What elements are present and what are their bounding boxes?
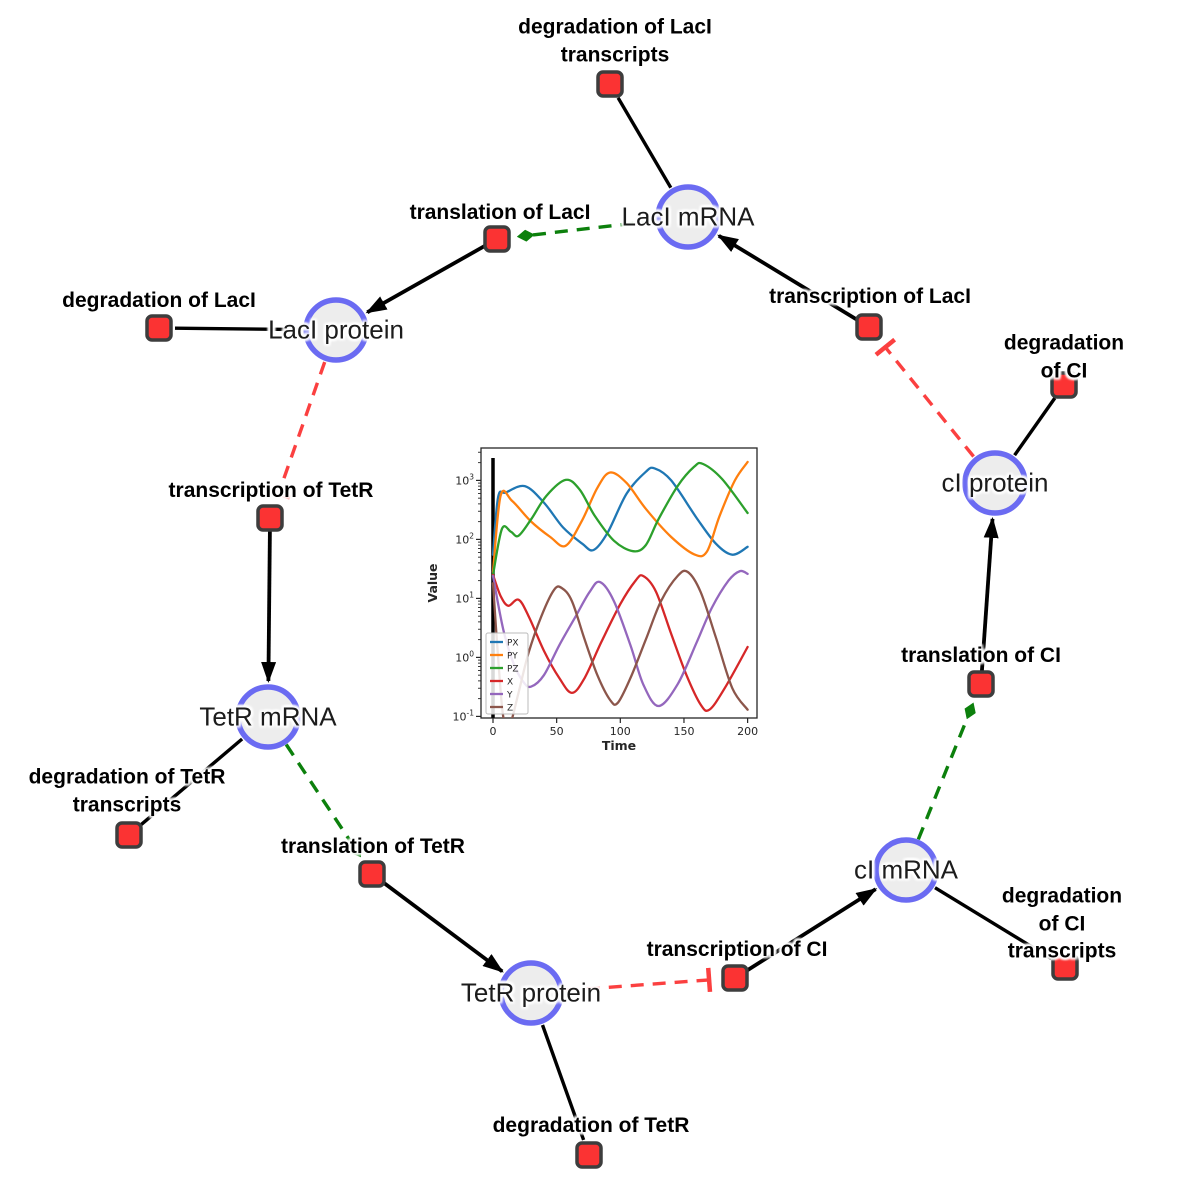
edge-produce-transcription-ci-ci-mrna — [744, 887, 878, 973]
deg-ci-label: degradation of CI — [1003, 331, 1125, 382]
edges-layer — [140, 96, 1057, 1141]
species-node-ci-mrna[interactable] — [873, 837, 939, 903]
inset-y-tick: 100 — [455, 649, 474, 664]
inset-x-tick: 150 — [673, 725, 694, 738]
series-PZ — [491, 461, 749, 577]
edge-produce-transcription-laci-laci-mrna — [717, 234, 859, 322]
edge-consume-laci-protein-deg-laci — [174, 326, 303, 332]
edge-inhibit-ci-protein-transcription-laci — [874, 337, 975, 458]
legend-entry-Y: Y — [506, 691, 513, 701]
deg-tetr-transcripts-label: degradation of TetR transcripts — [28, 765, 226, 816]
deg-ci-transcripts-label: degradation of CI transcripts — [1001, 884, 1123, 963]
reaction-node-deg-ci[interactable] — [1050, 371, 1078, 399]
legend-entry-X: X — [507, 678, 513, 688]
inset-x-tick: 50 — [550, 725, 564, 738]
laci-protein-label: LacI protein — [268, 314, 404, 345]
transcription-ci-label: transcription of CI — [646, 938, 828, 962]
reaction-node-deg-tetr[interactable] — [575, 1141, 603, 1169]
reaction-node-deg-laci[interactable] — [145, 314, 173, 342]
legend-entry-Z: Z — [507, 704, 513, 714]
species-node-tetr-mrna[interactable] — [235, 684, 301, 750]
deg-laci-label: degradation of LacI — [62, 289, 256, 313]
inset-y-tick: 103 — [455, 472, 474, 487]
reaction-node-deg-tetr-transcripts[interactable] — [115, 821, 143, 849]
edge-consume-tetr-protein-deg-tetr — [540, 1024, 586, 1141]
reaction-node-transcription-tetr[interactable] — [256, 504, 284, 532]
ci-mrna-label: cI mRNA — [854, 854, 958, 885]
inset-xlabel: Time — [602, 738, 636, 753]
edge-produce-transcription-tetr-tetr-mrna — [261, 530, 277, 683]
tetr-protein-label: TetR protein — [460, 977, 602, 1008]
edge-produce-translation-tetr-tetr-protein — [381, 880, 504, 973]
species-node-ci-protein[interactable] — [962, 450, 1028, 516]
edge-inhibit-laci-protein-transcription-tetr — [266, 361, 327, 500]
edge-inhibit-tetr-protein-transcription-ci — [564, 967, 713, 993]
transcription-tetr-label: transcription of TetR — [168, 479, 374, 503]
translation-laci-label: translation of LacI — [409, 201, 591, 225]
deg-tetr-label: degradation of TetR — [492, 1114, 690, 1138]
edge-catalyze-tetr-mrna-translation-tetr — [284, 743, 361, 858]
legend-entry-PY: PY — [507, 652, 518, 662]
reaction-node-transcription-laci[interactable] — [855, 313, 883, 341]
species-node-laci-mrna[interactable] — [655, 184, 721, 250]
tetr-mrna-label: TetR mRNA — [199, 701, 337, 732]
reaction-node-deg-laci-transcripts[interactable] — [596, 70, 624, 98]
edge-catalyze-laci-mrna-translation-laci — [516, 219, 656, 242]
series-PY — [491, 460, 749, 574]
translation-ci-label: translation of CI — [901, 644, 1061, 668]
inset-y-tick: 102 — [455, 531, 474, 546]
legend-entry-PZ: PZ — [507, 665, 519, 675]
inset-ticks: 0 50 100 150 200 10-1 100 101 102 103 — [453, 451, 758, 738]
legend-entry-PX: PX — [507, 639, 519, 649]
edge-produce-translation-laci-laci-protein — [365, 243, 487, 314]
series-X — [491, 573, 749, 712]
inset-x-tick: 0 — [490, 725, 497, 738]
ci-protein-label: cI protein — [941, 467, 1049, 498]
reaction-node-translation-tetr[interactable] — [358, 860, 386, 888]
inset-y-tick: 10-1 — [453, 708, 475, 723]
transcription-laci-label: transcription of LacI — [769, 285, 971, 309]
edge-catalyze-ci-mrna-translation-ci — [916, 702, 976, 841]
inset-legend: PX PY PZ XYZ — [485, 632, 529, 715]
inset-x-tick: 200 — [737, 725, 758, 738]
species-node-tetr-protein[interactable] — [498, 960, 564, 1026]
edge-consume-ci-protein-deg-ci — [1013, 397, 1057, 457]
reaction-node-transcription-ci[interactable] — [721, 964, 749, 992]
inset-x-tick: 100 — [610, 725, 631, 738]
reaction-node-deg-ci-transcripts[interactable] — [1051, 953, 1079, 981]
laci-mrna-label: LacI mRNA — [621, 201, 755, 232]
nodes-layer — [115, 70, 1079, 1169]
reaction-node-translation-laci[interactable] — [483, 225, 511, 253]
inset-y-tick: 101 — [455, 590, 474, 605]
edge-consume-ci-mrna-deg-ci-transcripts — [934, 886, 1053, 961]
edge-consume-tetr-mrna-deg-tetr-transcripts — [140, 737, 244, 826]
translation-tetr-label: translation of TetR — [281, 835, 465, 859]
species-node-laci-protein[interactable] — [303, 297, 369, 363]
inset-ylabel: Value — [425, 563, 440, 602]
edge-produce-translation-ci-ci-protein — [980, 516, 999, 672]
reaction-node-translation-ci[interactable] — [967, 670, 995, 698]
deg-laci-transcripts-label: degradation of LacI transcripts — [518, 15, 712, 66]
edge-consume-laci-mrna-deg-laci-transcripts — [616, 96, 673, 189]
